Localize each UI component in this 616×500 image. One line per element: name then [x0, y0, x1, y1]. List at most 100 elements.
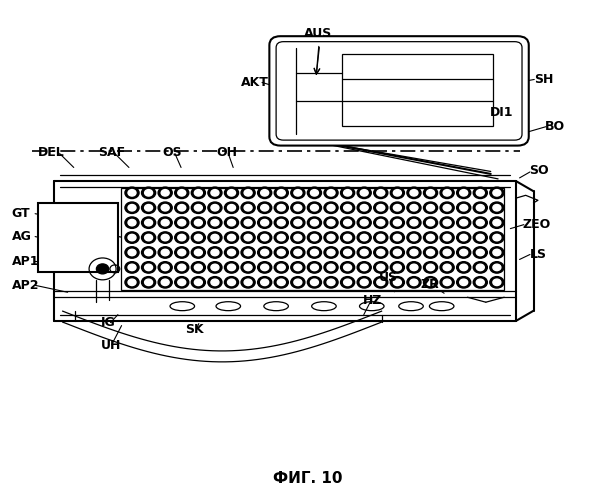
Circle shape [208, 217, 222, 228]
Text: DEL: DEL [38, 146, 65, 158]
Circle shape [211, 264, 219, 270]
Circle shape [341, 217, 355, 228]
Circle shape [426, 250, 434, 256]
Circle shape [423, 202, 437, 213]
Circle shape [178, 204, 186, 211]
Circle shape [128, 204, 136, 211]
Circle shape [410, 250, 418, 256]
Text: ФИГ. 10: ФИГ. 10 [274, 471, 342, 486]
Circle shape [294, 204, 302, 211]
Circle shape [493, 204, 501, 211]
Circle shape [374, 217, 388, 228]
Circle shape [357, 217, 371, 228]
Circle shape [344, 190, 352, 196]
Circle shape [261, 190, 269, 196]
Circle shape [377, 204, 385, 211]
Text: AP2: AP2 [12, 279, 39, 292]
Bar [121, 188, 505, 290]
Circle shape [394, 234, 402, 241]
Circle shape [261, 234, 269, 241]
Circle shape [407, 276, 421, 288]
Circle shape [158, 187, 172, 198]
Circle shape [257, 262, 272, 273]
Text: AKT: AKT [240, 76, 269, 89]
Circle shape [391, 276, 405, 288]
Circle shape [145, 190, 153, 196]
Circle shape [490, 232, 504, 243]
Circle shape [161, 204, 169, 211]
Circle shape [277, 279, 285, 285]
Circle shape [460, 279, 468, 285]
Circle shape [341, 276, 355, 288]
Circle shape [125, 232, 139, 243]
Circle shape [158, 232, 172, 243]
Circle shape [426, 264, 434, 270]
Circle shape [244, 220, 252, 226]
Circle shape [377, 234, 385, 241]
Circle shape [294, 220, 302, 226]
Circle shape [307, 262, 322, 273]
Circle shape [257, 187, 272, 198]
Circle shape [344, 279, 352, 285]
Circle shape [476, 190, 484, 196]
Circle shape [377, 279, 385, 285]
Circle shape [178, 264, 186, 270]
Circle shape [374, 262, 388, 273]
Circle shape [224, 276, 238, 288]
Circle shape [208, 247, 222, 258]
Circle shape [257, 276, 272, 288]
Circle shape [360, 250, 368, 256]
Circle shape [327, 220, 335, 226]
Circle shape [241, 262, 255, 273]
Circle shape [310, 264, 318, 270]
Circle shape [175, 187, 189, 198]
Circle shape [277, 250, 285, 256]
Circle shape [410, 190, 418, 196]
Circle shape [192, 247, 205, 258]
Circle shape [344, 220, 352, 226]
Circle shape [394, 250, 402, 256]
Circle shape [142, 262, 156, 273]
Circle shape [310, 220, 318, 226]
Circle shape [307, 202, 322, 213]
Circle shape [227, 264, 235, 270]
Circle shape [324, 232, 338, 243]
Circle shape [327, 279, 335, 285]
Circle shape [360, 204, 368, 211]
Circle shape [344, 234, 352, 241]
Circle shape [460, 220, 468, 226]
Circle shape [175, 232, 189, 243]
Circle shape [125, 187, 139, 198]
Circle shape [142, 187, 156, 198]
Circle shape [357, 276, 371, 288]
Text: SO: SO [529, 164, 549, 177]
Circle shape [227, 220, 235, 226]
Circle shape [473, 202, 487, 213]
Circle shape [374, 276, 388, 288]
Circle shape [178, 279, 186, 285]
Circle shape [224, 247, 238, 258]
Circle shape [460, 234, 468, 241]
Circle shape [161, 220, 169, 226]
Circle shape [224, 217, 238, 228]
Circle shape [208, 202, 222, 213]
Circle shape [493, 264, 501, 270]
Circle shape [97, 264, 108, 274]
Text: SK: SK [185, 322, 204, 336]
Circle shape [357, 187, 371, 198]
Circle shape [195, 279, 202, 285]
Circle shape [178, 220, 186, 226]
Circle shape [391, 187, 405, 198]
Circle shape [274, 247, 288, 258]
Circle shape [426, 220, 434, 226]
Circle shape [241, 247, 255, 258]
Circle shape [377, 264, 385, 270]
Circle shape [175, 202, 189, 213]
Circle shape [307, 232, 322, 243]
Circle shape [241, 202, 255, 213]
Circle shape [192, 262, 205, 273]
Circle shape [423, 262, 437, 273]
Circle shape [391, 247, 405, 258]
Circle shape [244, 264, 252, 270]
Circle shape [224, 262, 238, 273]
